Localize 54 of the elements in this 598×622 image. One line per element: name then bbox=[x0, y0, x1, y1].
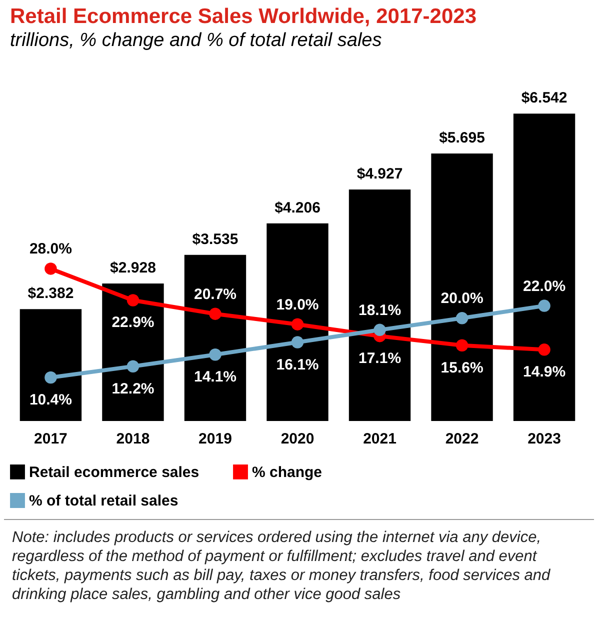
x-tick-label: 2023 bbox=[528, 430, 561, 448]
bar bbox=[102, 283, 164, 421]
bar bbox=[184, 254, 246, 421]
point bbox=[291, 318, 304, 330]
x-tick-label: 2021 bbox=[363, 430, 396, 448]
data-label: $4.206 bbox=[274, 199, 320, 216]
data-label: 16.1% bbox=[276, 356, 319, 374]
point bbox=[209, 348, 222, 361]
data-label: $5.695 bbox=[439, 129, 485, 146]
bar bbox=[20, 309, 82, 421]
point bbox=[209, 308, 222, 320]
data-label: 20.7% bbox=[194, 286, 237, 303]
text: Note: includes products or services ordered using the internet via any device, regardless of the method of payment or fulfillment; excludes travel and event tickets, payments such as bill pay, taxes or money transfers, food services and drinking place sales, gambling and other vice good sales bbox=[12, 528, 552, 604]
legend-label: % of total retail sales bbox=[29, 492, 178, 510]
point bbox=[538, 300, 550, 312]
x-tick-label: 2018 bbox=[116, 430, 150, 448]
data-label: 18.1% bbox=[358, 302, 402, 319]
point bbox=[126, 294, 140, 306]
point bbox=[456, 312, 468, 324]
point bbox=[538, 344, 550, 356]
data-label: 22.0% bbox=[523, 278, 566, 295]
bar bbox=[266, 223, 328, 421]
bar bbox=[431, 153, 493, 421]
data-label: $2.928 bbox=[110, 259, 156, 276]
data-label: 10.4% bbox=[29, 391, 72, 408]
point bbox=[126, 360, 140, 372]
point bbox=[44, 371, 57, 384]
data-label: $6.542 bbox=[521, 90, 568, 107]
chart-title: Retail Ecommerce Sales Worldwide, 2017-2023 bbox=[10, 5, 477, 28]
data-label: $4.927 bbox=[356, 166, 403, 183]
legend-label: Retail ecommerce sales bbox=[29, 464, 200, 481]
x-tick-label: 2017 bbox=[34, 430, 68, 448]
bar bbox=[348, 190, 411, 421]
point bbox=[456, 339, 468, 352]
data-label: $3.535 bbox=[192, 230, 238, 248]
bar bbox=[513, 114, 576, 421]
data-label: 12.2% bbox=[112, 380, 154, 398]
point bbox=[291, 336, 304, 348]
point bbox=[44, 262, 57, 275]
chart-subtitle: trillions, % change and % of total retail sales bbox=[10, 30, 382, 51]
data-label: 20.0% bbox=[440, 290, 484, 308]
data-label: 15.6% bbox=[440, 359, 484, 376]
data-label: 17.1% bbox=[358, 350, 402, 368]
legend-label: % change bbox=[252, 464, 322, 481]
data-label: 28.0% bbox=[29, 240, 72, 258]
x-tick-label: 2020 bbox=[280, 430, 314, 448]
data-label: 22.9% bbox=[112, 314, 154, 332]
point bbox=[374, 324, 386, 336]
data-label: $2.382 bbox=[28, 285, 74, 302]
data-label: 19.0% bbox=[276, 296, 319, 314]
x-tick-label: 2019 bbox=[198, 430, 232, 448]
data-label: 14.9% bbox=[523, 364, 566, 381]
x-tick-label: 2022 bbox=[445, 430, 479, 448]
data-label: 14.1% bbox=[194, 368, 237, 386]
